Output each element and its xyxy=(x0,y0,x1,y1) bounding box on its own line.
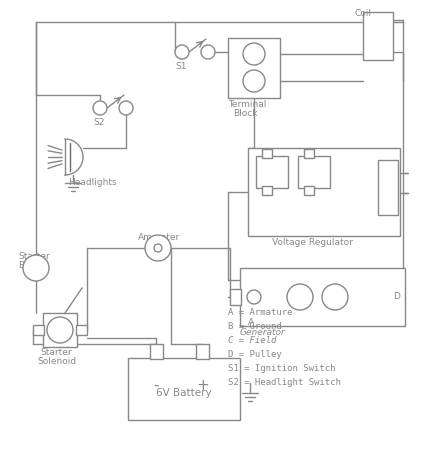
Text: B: B xyxy=(293,287,299,295)
Circle shape xyxy=(287,284,313,310)
Text: Starter: Starter xyxy=(18,252,50,261)
Bar xyxy=(262,149,272,158)
Circle shape xyxy=(119,101,133,115)
Bar xyxy=(230,289,241,305)
Text: Generator: Generator xyxy=(240,328,286,337)
Circle shape xyxy=(322,284,348,310)
Text: C: C xyxy=(332,287,338,295)
Bar xyxy=(196,344,209,359)
Bar xyxy=(128,358,240,420)
Text: A: A xyxy=(248,318,254,327)
Text: Button: Button xyxy=(18,261,48,270)
Text: B = Ground: B = Ground xyxy=(228,322,282,331)
Circle shape xyxy=(201,45,215,59)
Bar xyxy=(248,148,400,236)
Text: -: - xyxy=(153,377,159,393)
Bar xyxy=(304,186,314,195)
Circle shape xyxy=(93,101,107,115)
Bar xyxy=(240,268,405,326)
Text: Coil: Coil xyxy=(355,9,372,18)
Text: Voltage Regulator: Voltage Regulator xyxy=(272,238,353,247)
Text: Starter: Starter xyxy=(40,348,72,357)
Text: D: D xyxy=(393,292,400,301)
Bar xyxy=(228,38,280,98)
Circle shape xyxy=(145,235,171,261)
Circle shape xyxy=(247,290,261,304)
Circle shape xyxy=(23,255,49,281)
Text: 6V Battery: 6V Battery xyxy=(156,388,212,398)
Bar xyxy=(378,160,398,215)
Text: S2: S2 xyxy=(93,118,105,127)
Text: Ammeter: Ammeter xyxy=(138,233,180,242)
Bar xyxy=(256,156,288,188)
Bar xyxy=(298,156,330,188)
Text: D = Pulley: D = Pulley xyxy=(228,350,282,359)
Text: +: + xyxy=(197,377,210,393)
Text: C = Field: C = Field xyxy=(228,336,276,345)
Circle shape xyxy=(243,43,265,65)
Text: Headlights: Headlights xyxy=(68,178,116,187)
Text: S2 = Headlight Switch: S2 = Headlight Switch xyxy=(228,378,341,387)
Bar xyxy=(33,325,44,335)
Bar xyxy=(150,344,163,359)
Bar xyxy=(304,149,314,158)
Circle shape xyxy=(47,317,73,343)
Text: S1: S1 xyxy=(175,62,187,71)
Text: S1 = Ignition Switch: S1 = Ignition Switch xyxy=(228,364,335,373)
Circle shape xyxy=(154,244,162,252)
Bar xyxy=(363,12,393,60)
Text: A = Armature: A = Armature xyxy=(228,308,292,317)
Text: Solenoid: Solenoid xyxy=(37,357,76,366)
Bar xyxy=(262,186,272,195)
Text: Block: Block xyxy=(233,109,258,118)
Bar xyxy=(43,313,77,347)
Circle shape xyxy=(175,45,189,59)
Text: I: I xyxy=(53,320,57,330)
Text: Terminal: Terminal xyxy=(228,100,266,109)
Bar xyxy=(76,325,87,335)
Circle shape xyxy=(243,70,265,92)
